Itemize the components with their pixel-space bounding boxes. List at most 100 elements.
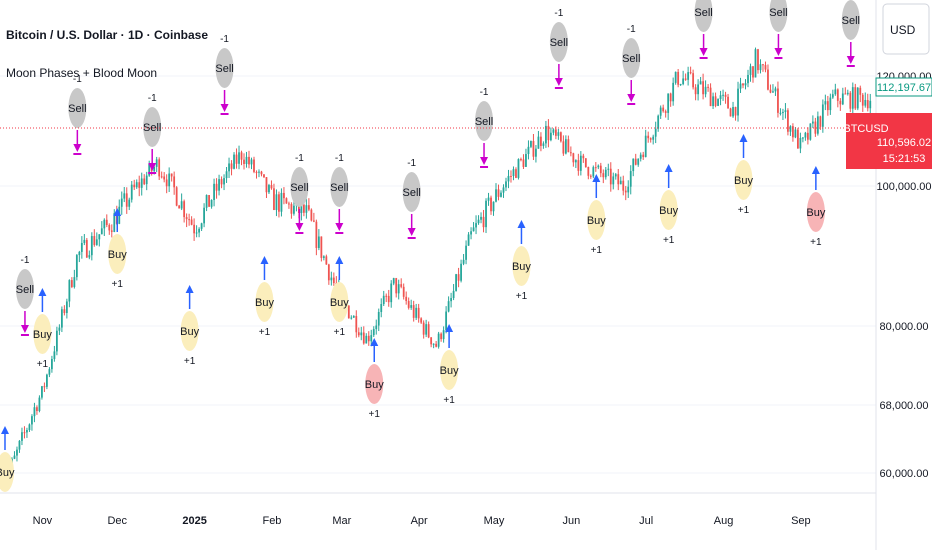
candle-body bbox=[173, 176, 176, 188]
candle-body bbox=[492, 201, 495, 212]
candle-body bbox=[607, 168, 610, 170]
candle-body bbox=[697, 84, 700, 95]
candle-body bbox=[290, 204, 293, 214]
sell-value: -1 bbox=[148, 93, 157, 104]
candle-body bbox=[263, 174, 265, 178]
candle-body bbox=[839, 100, 842, 105]
candle-body bbox=[60, 309, 63, 328]
buy-label: Buy bbox=[255, 297, 274, 309]
buy-bubble bbox=[806, 192, 825, 232]
candle-body bbox=[709, 87, 712, 107]
candle-body bbox=[567, 139, 570, 153]
candle-body bbox=[23, 432, 26, 434]
candle-body bbox=[769, 89, 772, 93]
buy-bubble bbox=[180, 311, 199, 351]
candle-body bbox=[370, 335, 373, 342]
buy-arrow-icon bbox=[517, 220, 526, 228]
candle-body bbox=[430, 337, 433, 345]
candle-body bbox=[467, 234, 470, 246]
candle-body bbox=[505, 181, 507, 188]
candle-body bbox=[355, 315, 358, 333]
buy-arrow-icon bbox=[38, 288, 47, 296]
buy-value: +1 bbox=[810, 237, 822, 248]
sell-arrow-icon bbox=[554, 78, 563, 86]
buy-bubble bbox=[33, 314, 52, 354]
candle-body bbox=[410, 305, 413, 308]
candle-body bbox=[402, 286, 405, 297]
buy-bubble bbox=[330, 282, 349, 322]
candle-body bbox=[784, 110, 787, 112]
candle-body bbox=[574, 160, 577, 163]
candle-body bbox=[73, 277, 76, 287]
candle-body bbox=[85, 239, 88, 258]
candle-body bbox=[821, 104, 824, 127]
candle-body bbox=[248, 156, 250, 165]
chart-title[interactable]: Bitcoin / U.S. Dollar · 1D · Coinbase bbox=[6, 28, 209, 42]
candle-body bbox=[275, 194, 278, 210]
sell-bubble bbox=[402, 172, 421, 212]
candle-body bbox=[542, 143, 545, 146]
sell-label: Sell bbox=[16, 284, 34, 296]
time-axis[interactable]: Nov Dec 2025 Feb Mar Apr May Jun Jul Aug Sep bbox=[33, 515, 811, 527]
buy-arrow-icon bbox=[185, 285, 194, 293]
price-tick-label: 100,000.00 bbox=[876, 181, 931, 193]
sell-label: Sell bbox=[143, 122, 161, 134]
candle-body bbox=[490, 197, 492, 212]
sell-value: -1 bbox=[627, 24, 636, 35]
candle-body bbox=[599, 165, 602, 174]
candle-body bbox=[569, 152, 572, 154]
candle-body bbox=[125, 193, 128, 207]
candle-body bbox=[215, 183, 218, 191]
buy-value: +1 bbox=[184, 356, 196, 367]
candle-body bbox=[664, 111, 667, 113]
candle-body bbox=[108, 224, 111, 231]
candle-body bbox=[806, 132, 809, 140]
time-tick-label: Dec bbox=[107, 515, 127, 527]
sell-value: -1 bbox=[220, 34, 229, 45]
candle-body bbox=[145, 175, 148, 185]
buy-value: +1 bbox=[591, 245, 603, 256]
candle-body bbox=[36, 407, 38, 411]
candle-body bbox=[841, 93, 844, 105]
candle-body bbox=[470, 231, 472, 235]
sell-bubble bbox=[330, 167, 349, 207]
sell-label: Sell bbox=[694, 7, 712, 19]
buy-bubble bbox=[734, 160, 753, 200]
candle-body bbox=[367, 335, 370, 342]
buy-label: Buy bbox=[108, 249, 127, 261]
candle-body bbox=[692, 73, 695, 88]
time-tick-label: Jun bbox=[562, 515, 580, 527]
candle-body bbox=[325, 256, 328, 265]
currency-button[interactable]: USD bbox=[882, 3, 930, 55]
candle-body bbox=[312, 220, 315, 222]
candle-body bbox=[165, 179, 168, 187]
sell-arrow-icon bbox=[846, 56, 855, 64]
buy-value: +1 bbox=[738, 205, 750, 216]
candle-body bbox=[265, 177, 268, 193]
candle-body bbox=[253, 159, 255, 172]
currency-button-frame bbox=[882, 3, 930, 55]
candle-body bbox=[58, 327, 61, 331]
candle-body bbox=[472, 227, 475, 232]
sell-bubble bbox=[143, 107, 162, 147]
candle-body bbox=[95, 239, 98, 245]
buy-label: Buy bbox=[659, 205, 678, 217]
candle-body bbox=[637, 158, 640, 165]
candle-body bbox=[365, 335, 368, 344]
candle-body bbox=[375, 325, 378, 330]
sell-bubble bbox=[215, 48, 234, 88]
sell-label: Sell bbox=[769, 7, 787, 19]
candle-body bbox=[210, 200, 213, 207]
indicator-name[interactable]: Moon Phases + Blood Moon bbox=[6, 66, 158, 80]
candle-body bbox=[712, 96, 714, 107]
buy-value: +1 bbox=[516, 291, 528, 302]
candle-body bbox=[307, 205, 310, 210]
candle-body bbox=[629, 171, 632, 187]
buy-value: +1 bbox=[663, 235, 675, 246]
candles bbox=[1, 47, 872, 477]
candle-body bbox=[33, 407, 36, 417]
candle-body bbox=[864, 99, 867, 106]
candle-body bbox=[554, 129, 557, 136]
sell-label: Sell bbox=[475, 116, 493, 128]
